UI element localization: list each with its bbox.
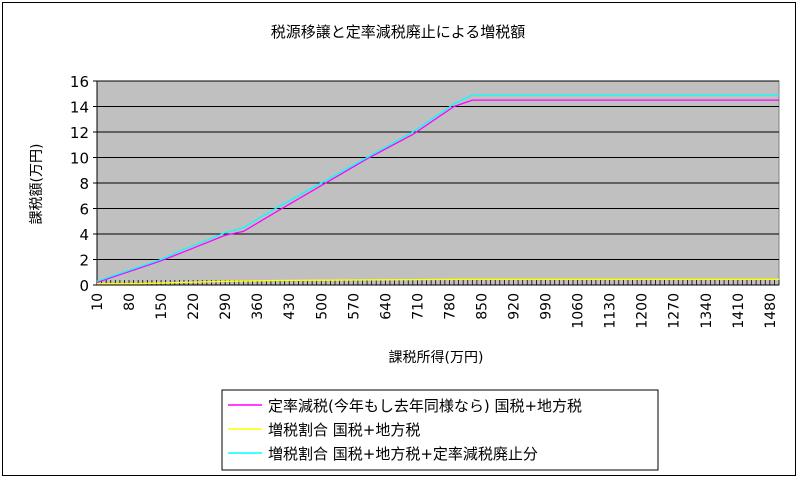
y-tick-label: 0 <box>79 277 89 295</box>
y-axis-label: 課税額(万円) <box>29 144 45 225</box>
x-tick-label: 290 <box>218 293 234 320</box>
x-tick-label: 10 <box>90 293 106 311</box>
x-tick-label: 990 <box>539 293 555 320</box>
series-lines <box>96 94 779 285</box>
x-tick-label: 500 <box>314 293 330 320</box>
x-tick-label: 430 <box>282 293 298 320</box>
legend-label: 定率減税(今年もし去年同様なら) 国税+地方税 <box>268 397 582 415</box>
x-axis-ticks: 10 80 150 220 290 360 430 500 570 640 710 780 850 920… <box>90 293 779 329</box>
x-tick-label: 1340 <box>699 293 715 329</box>
x-tick-label: 1200 <box>635 293 651 329</box>
y-tick-label: 4 <box>79 226 89 244</box>
y-tick-label: 2 <box>79 252 89 270</box>
x-tick-label: 1130 <box>603 293 619 329</box>
gridlines <box>97 80 779 286</box>
x-tick-label: 150 <box>154 293 170 320</box>
x-tick-label: 80 <box>122 293 138 311</box>
chart-title: 税源移譲と定率減税廃止による増税額 <box>271 23 526 41</box>
legend-label: 増税割合 国税+地方税+定率減税廃止分 <box>268 445 538 463</box>
series-line-3 <box>96 94 779 282</box>
y-tick-label: 8 <box>79 175 89 193</box>
x-tick-label: 640 <box>378 293 394 320</box>
x-tick-label: 1270 <box>667 293 683 329</box>
x-tick-label: 570 <box>346 293 362 320</box>
x-tick-label: 1060 <box>571 293 587 329</box>
y-tick-label: 6 <box>79 201 89 219</box>
legend-label: 増税割合 国税+地方税 <box>268 421 420 439</box>
x-tick-label: 920 <box>507 293 523 320</box>
x-tick-label: 1480 <box>763 293 779 329</box>
series-line-1 <box>96 99 779 284</box>
legend-box <box>221 389 659 471</box>
y-tick-label: 16 <box>70 73 89 91</box>
y-axis-ticks: 0 2 4 6 8 10 12 14 16 <box>70 73 98 295</box>
x-axis-label: 課税所得(万円) <box>389 349 484 366</box>
x-tick-label: 710 <box>410 293 426 320</box>
y-tick-label: 14 <box>70 99 89 117</box>
series-line-2 <box>97 278 779 285</box>
x-tick-label: 1410 <box>731 293 747 329</box>
y-tick-label: 10 <box>70 150 89 168</box>
x-tick-label: 850 <box>474 293 490 320</box>
x-tick-label: 780 <box>442 293 458 320</box>
x-tick-label: 220 <box>186 293 202 320</box>
x-tick-label: 360 <box>250 293 266 320</box>
y-tick-label: 12 <box>70 124 89 142</box>
